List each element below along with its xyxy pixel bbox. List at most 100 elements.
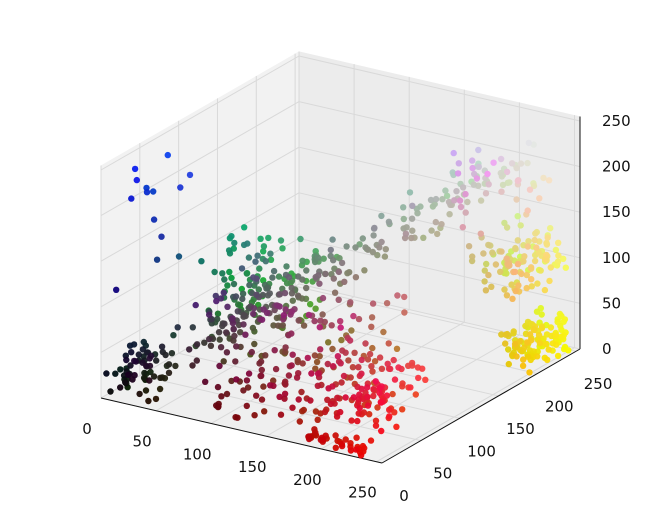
data-point [335,268,343,276]
data-point [237,329,244,336]
data-point [372,378,379,385]
data-point [514,177,521,185]
data-point [153,357,160,364]
data-point [157,374,164,381]
data-point [162,351,169,359]
data-point [314,382,321,389]
data-point [503,270,510,277]
data-point [303,267,310,274]
data-point [531,236,538,244]
data-point [231,332,238,340]
data-point [136,390,143,398]
data-point [532,230,539,237]
data-point [241,224,248,231]
data-point [212,292,219,300]
data-point [376,354,384,361]
data-point [503,292,511,299]
data-point [244,240,251,247]
data-point [329,236,336,243]
data-point [314,416,321,423]
data-point [530,141,537,148]
data-point [395,364,402,371]
data-point [230,325,237,333]
floor-grid-x [266,321,465,437]
data-point [511,340,519,348]
data-point [503,168,511,176]
data-point [492,261,500,268]
data-point [240,321,247,328]
data-point [245,254,253,261]
data-point [131,372,138,379]
data-point [270,322,277,329]
data-point [281,289,289,297]
data-point [512,244,519,252]
data-point [279,245,286,252]
data-point [337,318,344,325]
data-point [385,218,393,225]
data-point [355,410,362,417]
data-point [133,176,140,184]
data-point [142,387,150,394]
data-point [277,411,285,418]
data-point [352,446,360,453]
data-point [499,181,507,189]
data-point [477,197,485,204]
data-point [364,356,372,363]
data-point [186,346,193,353]
data-point [420,234,427,241]
data-point [480,250,487,257]
data-point [221,320,228,327]
data-point [295,317,302,324]
data-points [103,139,572,459]
data-point [498,188,505,195]
data-point [314,254,322,261]
data-point [189,324,196,331]
x-tick-label: 200 [293,471,322,489]
data-point [390,356,397,364]
back-wall-grid-z [298,101,581,168]
data-point [459,184,467,191]
data-point [258,396,266,403]
data-point [327,400,335,408]
data-point [289,297,296,304]
data-point [234,308,241,315]
data-point [530,182,538,190]
data-point [409,227,416,234]
data-point [232,293,240,300]
data-point [239,290,247,297]
data-point [519,362,527,369]
data-point [253,275,260,282]
data-point [364,393,371,400]
data-point [329,345,336,353]
data-point [432,218,439,226]
data-point [330,275,337,282]
data-point [442,187,449,194]
data-point [389,390,396,398]
data-point [303,284,310,292]
data-point [483,260,490,268]
data-point [288,290,296,297]
data-point [370,232,377,239]
data-point [400,204,407,211]
data-point [383,300,391,307]
data-point [362,340,369,347]
data-point [251,412,258,419]
data-point [554,352,562,360]
data-point [135,351,142,358]
data-point [543,241,551,248]
data-point [275,273,283,280]
data-point [335,296,342,303]
data-point [296,418,303,425]
data-point [145,397,152,405]
data-point [387,365,394,373]
data-point [314,370,322,377]
data-point [218,393,225,400]
data-point [226,268,233,276]
data-point [239,295,246,303]
data-point [249,324,257,332]
data-point [497,169,504,177]
data-point [117,384,124,391]
data-point [214,383,222,391]
data-point [469,253,476,260]
